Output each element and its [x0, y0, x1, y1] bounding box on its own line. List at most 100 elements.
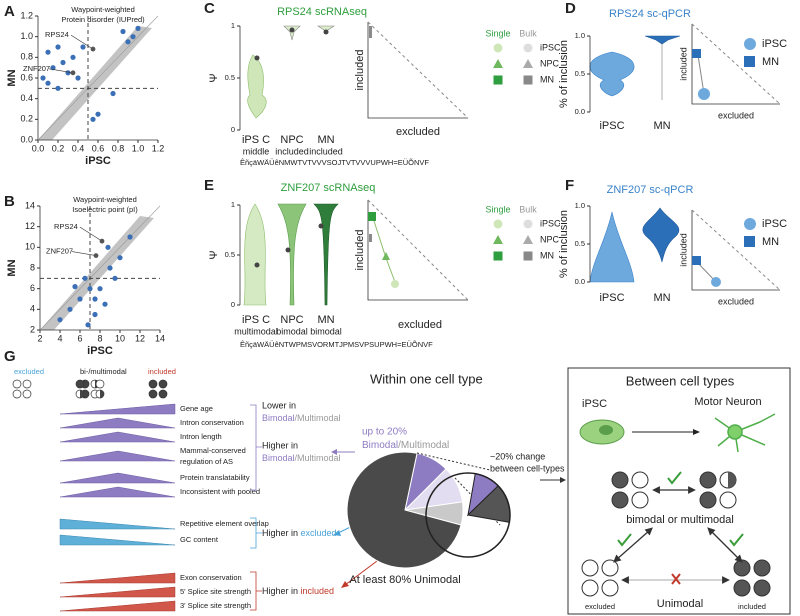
category-sublabel: multimodal [234, 326, 278, 336]
connector [697, 54, 705, 95]
cell [581, 559, 599, 577]
y-tick-label: 12 [25, 221, 35, 231]
legend-swatch [744, 236, 755, 247]
zoom-circle [425, 472, 511, 558]
legend-swatch [744, 56, 755, 67]
legend-header: Bulk [519, 204, 537, 214]
legend-label: MN [762, 236, 779, 248]
y-axis-label: % of inclusion [558, 210, 570, 278]
legend-swatch [744, 38, 756, 50]
violin [313, 203, 339, 306]
summary: Bimodal/Multimodal [262, 453, 341, 463]
y-tick-label: 8 [30, 262, 35, 272]
panel-label: C [204, 0, 215, 17]
label-leader [71, 251, 97, 256]
bulk-mark [369, 26, 372, 38]
x-tick-label: 0.0 [32, 143, 45, 153]
highlighted-point [112, 275, 118, 281]
x-tick-label: 10 [115, 333, 125, 343]
legend-label: iPSC [540, 218, 561, 228]
highlighted-point [57, 317, 63, 323]
legend-swatch [744, 218, 756, 230]
triangle-axes [691, 210, 780, 291]
category-label: iPSC [599, 292, 624, 304]
feature-shape [59, 403, 176, 415]
bulk-point [323, 29, 329, 35]
arrowhead [560, 477, 566, 483]
cell [22, 389, 32, 399]
category-label: iPS C [242, 314, 270, 326]
y-tick-label: 14 [25, 200, 35, 210]
highlighted-point [77, 296, 83, 302]
cell [12, 379, 22, 389]
highlighted-point [80, 44, 86, 50]
highlighted-point [135, 25, 141, 31]
panel-f: F ZNF207 sc-qPCR included excluded iPSC … [565, 177, 787, 306]
violin [277, 203, 307, 306]
label-leader [70, 34, 94, 50]
y-tick-label: 1.2 [20, 10, 33, 20]
highlighted-point [75, 75, 81, 81]
highlighted-point [97, 286, 103, 292]
x-tick-label: 12 [135, 333, 145, 343]
bracket [250, 404, 262, 491]
labeled-point [99, 238, 105, 244]
cell [148, 379, 158, 389]
highlighted-point [105, 244, 111, 250]
y-tick-label: 0.0 [575, 277, 585, 286]
bulk-point [289, 27, 295, 33]
feature-label: Inconsistent with pooled [180, 487, 260, 496]
axis-label: included [678, 233, 688, 267]
summary: between cell-types [490, 463, 565, 473]
summary: Bimodal/Multimodal [262, 413, 341, 423]
legend-header: Single [485, 204, 510, 214]
y-tick-label: 0.6 [20, 72, 33, 82]
x-tick-label: 0.8 [112, 143, 125, 153]
legend-label: iPSC [762, 38, 787, 50]
x-tick-label: 0.6 [92, 143, 105, 153]
cell [80, 390, 84, 398]
legend-swatch [523, 75, 533, 85]
legend-header: Bulk [519, 28, 537, 38]
y-axis-label: Ψ [208, 250, 220, 259]
cell [601, 579, 619, 597]
ipsc-mark [391, 280, 399, 288]
y-axis-label: MN [6, 259, 18, 276]
cell [611, 491, 629, 509]
legend-swatch [523, 251, 533, 261]
highlighted-point [55, 44, 61, 50]
key-label: included [148, 367, 176, 376]
feature-label: Intron conservation [180, 418, 244, 427]
category-label: NPC [280, 134, 303, 146]
y-tick-label: 0.5 [225, 73, 235, 82]
axis-label: excluded [718, 296, 754, 306]
feature-label: 5' Splice site strength [180, 587, 251, 596]
category-sublabel: bimodal [276, 326, 308, 336]
connector [372, 217, 396, 283]
ipsc-mark [698, 88, 710, 100]
panel-title: Isoelectric point (pI) [72, 205, 138, 214]
highlighted-point [130, 34, 136, 40]
panel-label: B [4, 193, 15, 210]
highlighted-point [95, 111, 101, 117]
legend-swatch [493, 235, 503, 244]
bulk-mark [369, 234, 372, 242]
bulk-point [254, 55, 260, 61]
arrowhead [331, 449, 337, 455]
summary: Higher in excluded [262, 528, 337, 538]
highlighted-point [70, 54, 76, 60]
panel-e: E ZNF207 scRNAseq ÊñçäWÄÜêNTWPMSVORMTJPM… [204, 177, 469, 349]
legend-swatch [523, 43, 533, 53]
legend-swatch [523, 59, 533, 68]
category-sublabel: included [309, 146, 343, 156]
summary: Lower in [262, 400, 296, 410]
panel-label: F [565, 177, 574, 194]
x-tick-label: 1.0 [132, 143, 145, 153]
y-tick-label: 0.5 [575, 239, 585, 248]
feature-label: Protein translatability [180, 473, 250, 482]
x-tick-label: 2 [37, 333, 42, 343]
panel-title: ZNF207 scRNAseq [281, 182, 376, 194]
y-tick-label: 6 [30, 283, 35, 293]
y-tick-label: 1 [231, 21, 235, 30]
feature-shape [59, 572, 176, 584]
